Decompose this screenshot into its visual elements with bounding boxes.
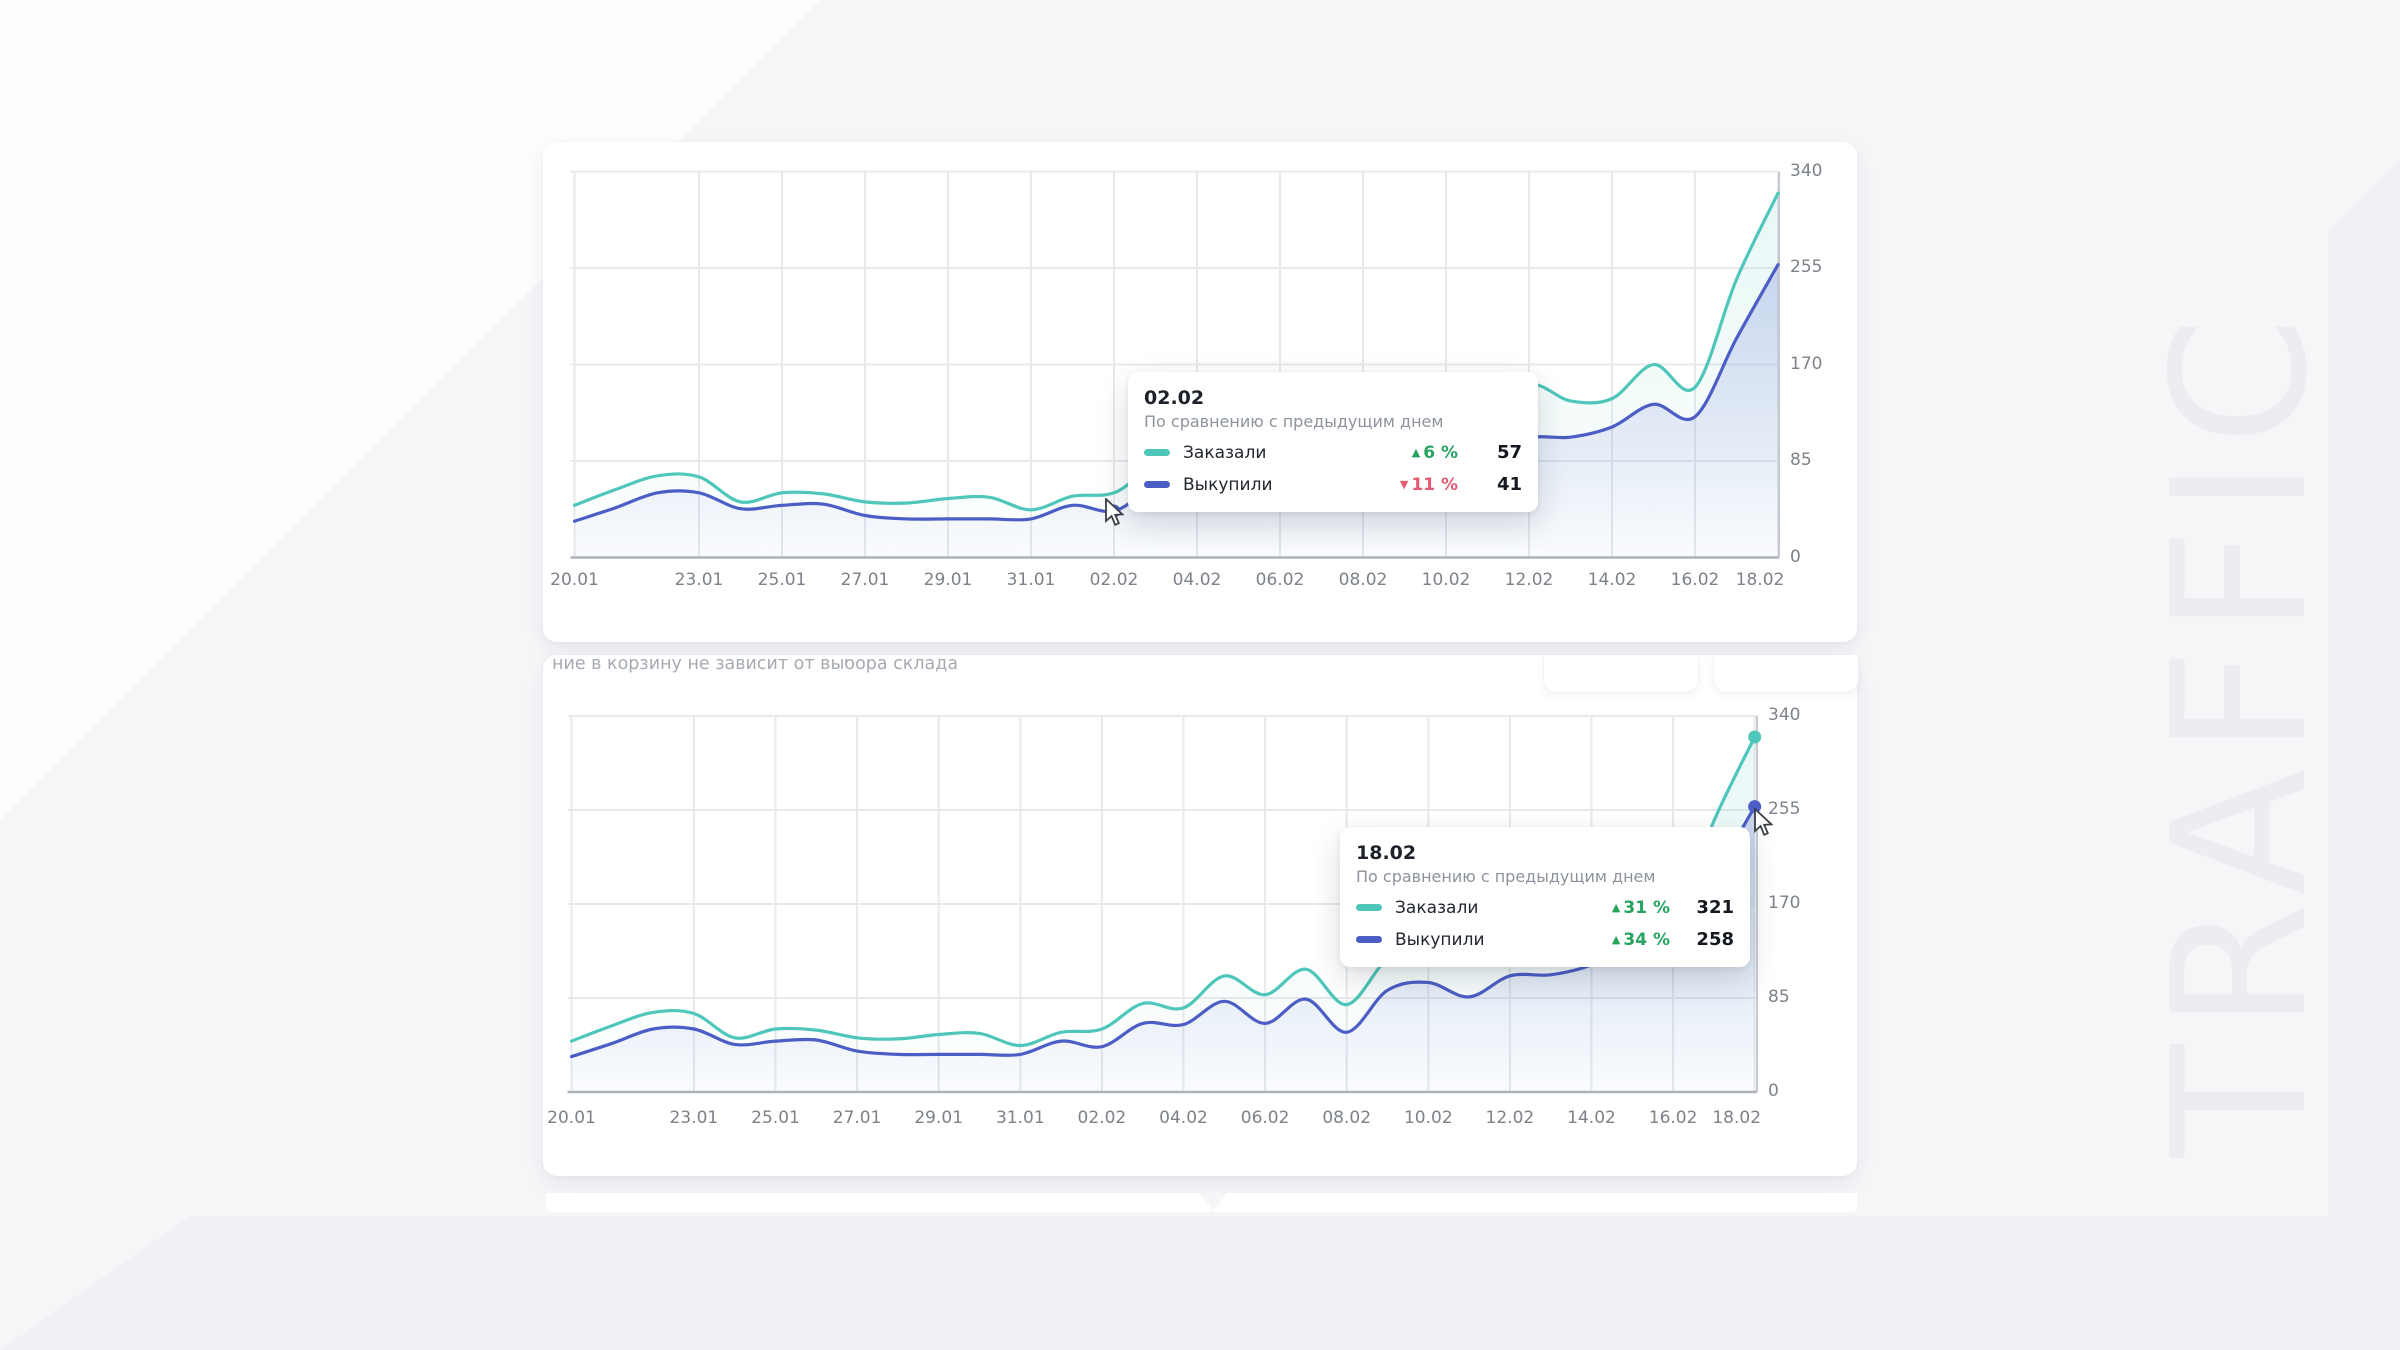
trend-percent: ▲ 6 % [1411,442,1458,463]
x-tick-label: 02.02 [1089,570,1139,590]
series-value: 57 [1496,442,1522,463]
series-label: Выкупили [1395,929,1485,950]
series-value: 41 [1496,474,1522,495]
ordered-series-swatch [1356,904,1382,911]
x-tick-label: 08.02 [1338,570,1388,590]
x-tick-label: 27.01 [840,570,890,590]
trend-percent: ▼ 11 % [1399,474,1458,495]
tooltip-subtitle: По сравнению с предыдущим днем [1356,867,1656,886]
x-tick-label: 10.02 [1403,1108,1453,1128]
series-label: Заказали [1395,897,1479,918]
series-label: Заказали [1183,442,1267,463]
mouse-cursor-bottom-chart [1754,808,1774,836]
x-tick-label: 10.02 [1421,570,1471,590]
x-tick-label: 12.02 [1504,570,1554,590]
x-tick-label: 16.02 [1670,570,1720,590]
x-tick-label: 20.01 [550,570,599,590]
chart-tooltip-bottom: 18.02 По сравнению с предыдущим днем Зак… [1340,827,1750,967]
trend-up-icon: ▲ [1611,900,1621,914]
trend-down-icon: ▼ [1399,477,1409,491]
x-tick-label: 25.01 [757,570,807,590]
x-tick-label: 29.01 [923,570,973,590]
x-tick-label: 06.02 [1240,1108,1290,1128]
y-tick-label: 85 [1790,450,1812,471]
mouse-cursor-top-chart [1105,498,1125,526]
x-tick-label: 23.01 [674,570,724,590]
x-tick-label: 27.01 [832,1108,882,1128]
x-tick-label: 16.02 [1648,1108,1698,1128]
x-tick-label: 23.01 [669,1108,719,1128]
chart-tooltip-top: 02.02 По сравнению с предыдущим днем Зак… [1128,372,1538,512]
background-right-band [2328,160,2400,1350]
tooltip-row-ordered: Заказали ▲ 6 % 57 [1144,442,1522,463]
y-tick-label: 170 [1768,892,1801,913]
y-tick-label: 340 [1768,704,1801,725]
x-tick-label: 18.02 [1712,1108,1762,1128]
x-tick-label: 14.02 [1587,570,1637,590]
series-value: 258 [1696,929,1734,950]
ordered-series-swatch [1144,449,1170,456]
tooltip-row-bought: Выкупили ▲ 34 % 258 [1356,929,1734,950]
filter-button-2[interactable] [1713,655,1859,693]
background-bottom-band [0,1216,2400,1350]
tooltip-date: 02.02 [1144,387,1205,409]
bought-series-swatch [1356,936,1382,943]
x-tick-label: 08.02 [1322,1108,1372,1128]
x-tick-label: 31.01 [995,1108,1045,1128]
trend-percent: ▲ 34 % [1611,929,1670,950]
x-tick-label: 06.02 [1255,570,1305,590]
Выкупили-area [571,806,1755,1092]
y-tick-label: 340 [1790,160,1823,181]
x-tick-label: 12.02 [1485,1108,1535,1128]
tooltip-row-bought: Выкупили ▼ 11 % 41 [1144,474,1522,495]
x-tick-label: 20.01 [547,1108,596,1128]
trend-up-icon: ▲ [1411,445,1421,459]
y-tick-label: 170 [1790,353,1823,374]
y-tick-label: 0 [1790,546,1801,567]
data-point-marker[interactable] [1748,800,1762,814]
y-tick-label: 0 [1768,1081,1779,1101]
y-tick-label: 255 [1768,798,1801,819]
filter-button-1[interactable] [1543,655,1699,693]
x-tick-label: 04.02 [1172,570,1222,590]
tooltip-row-ordered: Заказали ▲ 31 % 321 [1356,897,1734,918]
x-tick-label: 18.02 [1735,570,1785,590]
bought-series-swatch [1144,481,1170,488]
clipped-card-subtitle: ние в корзину не зависит от выбора склад… [552,659,959,674]
x-tick-label: 04.02 [1159,1108,1208,1128]
x-tick-label: 02.02 [1077,1108,1127,1128]
x-tick-label: 29.01 [914,1108,964,1128]
next-card-notch [1199,1193,1227,1211]
series-label: Выкупили [1183,474,1273,495]
trend-percent: ▲ 31 % [1611,897,1670,918]
y-tick-label: 255 [1790,257,1823,278]
series-value: 321 [1696,897,1734,918]
tooltip-subtitle: По сравнению с предыдущим днем [1144,412,1444,431]
x-tick-label: 31.01 [1006,570,1056,590]
tooltip-date: 18.02 [1356,842,1417,864]
trend-up-icon: ▲ [1611,932,1621,946]
data-point-marker[interactable] [1748,730,1762,744]
x-tick-label: 25.01 [751,1108,800,1128]
Выкупили-line [569,805,1757,1059]
y-tick-label: 85 [1768,986,1790,1007]
x-tick-label: 14.02 [1567,1108,1616,1128]
